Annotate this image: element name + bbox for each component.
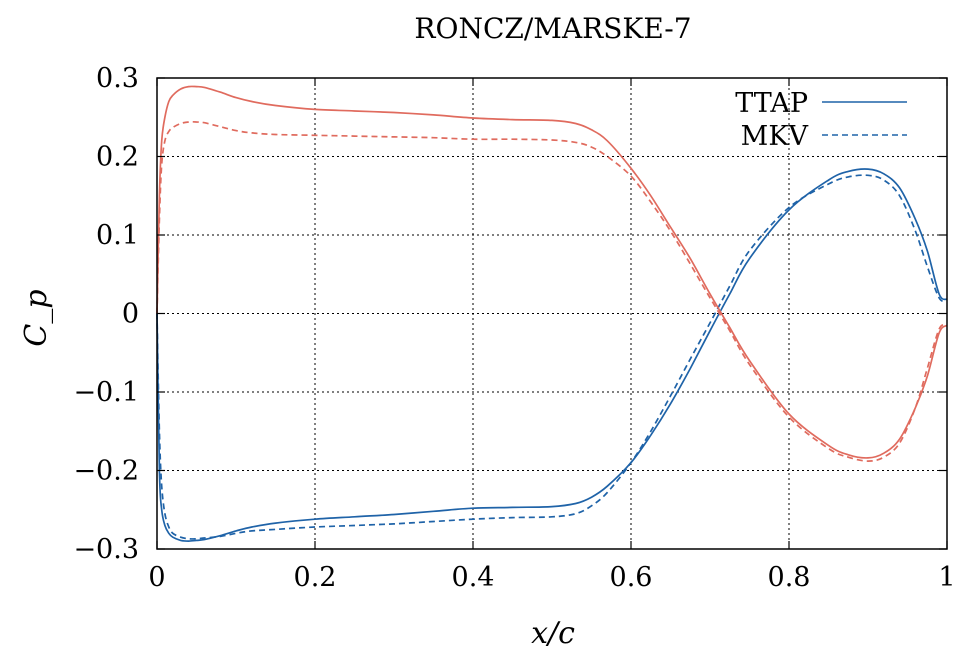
- x-axis-label-text: x/c: [531, 616, 575, 651]
- y-tick-label: 0.3: [96, 63, 139, 94]
- svg-text:C_p: C_p: [19, 289, 54, 346]
- series-line-ttap-red: [156, 85, 948, 459]
- legend-label-mkv: MKV: [741, 121, 809, 152]
- y-tick-label: −0.2: [73, 456, 139, 487]
- x-axis-label: x/c: [531, 616, 575, 651]
- x-tick-label: 0.8: [768, 562, 811, 593]
- y-tick-label: 0: [122, 299, 139, 330]
- grid: [157, 78, 947, 549]
- series-lines: [156, 85, 948, 542]
- series-line-mkv-red: [156, 120, 948, 462]
- legend: TTAP MKV: [735, 88, 907, 152]
- x-tick-label: 1: [938, 562, 955, 593]
- x-tick-label: 0.6: [610, 562, 653, 593]
- x-tick-label: 0.2: [294, 562, 337, 593]
- chart-title: RONCZ/MARSKE-7: [414, 12, 691, 45]
- svg-text:x/c: x/c: [531, 616, 575, 651]
- y-tick-label: −0.3: [73, 534, 139, 565]
- y-axis-label: C_p: [19, 289, 54, 346]
- series-line-mkv-blue: [156, 174, 948, 540]
- legend-label-ttap: TTAP: [735, 88, 808, 119]
- y-axis-label-text: C_p: [19, 289, 54, 346]
- y-tick-label: 0.1: [96, 220, 139, 251]
- y-tick-label: −0.1: [73, 377, 139, 408]
- series-line-ttap-blue: [156, 168, 948, 542]
- y-tick-label: 0.2: [96, 142, 139, 173]
- x-tick-label: 0.4: [452, 562, 495, 593]
- ticks: 0 0.2 0.4 0.6 0.8 1 0.3 0.2 0.1 0 −0.1 −0.2 −0.3: [73, 63, 955, 593]
- x-tick-label: 0: [148, 562, 165, 593]
